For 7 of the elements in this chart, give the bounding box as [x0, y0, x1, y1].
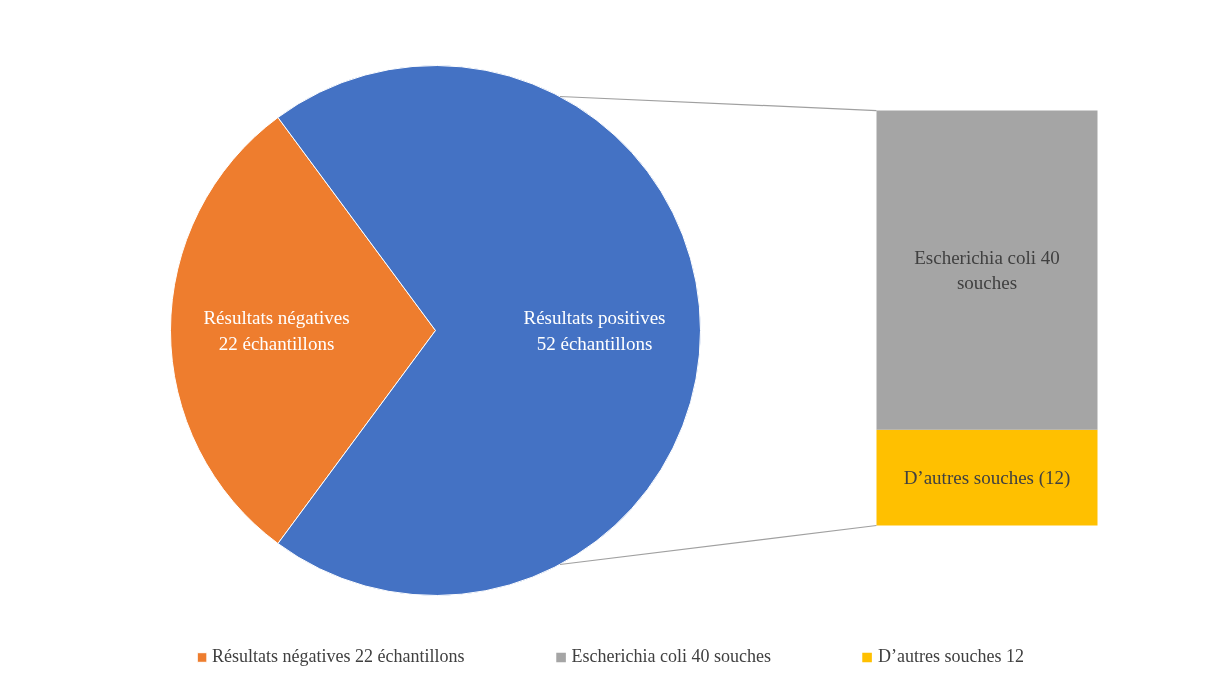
- data-label: Escherichia coli 40 souches: [914, 247, 1060, 294]
- data-label: Résultats positives 52 échantillons: [523, 307, 666, 354]
- legend-label: Escherichia coli 40 souches: [571, 646, 771, 667]
- data-label: D’autres souches (12): [903, 467, 1071, 490]
- legend-label: Résultats négatives 22 échantillons: [212, 646, 465, 667]
- legend-label: D’autres souches 12: [877, 646, 1024, 667]
- data-label: Résultats négatives 22 échantillons: [203, 307, 350, 354]
